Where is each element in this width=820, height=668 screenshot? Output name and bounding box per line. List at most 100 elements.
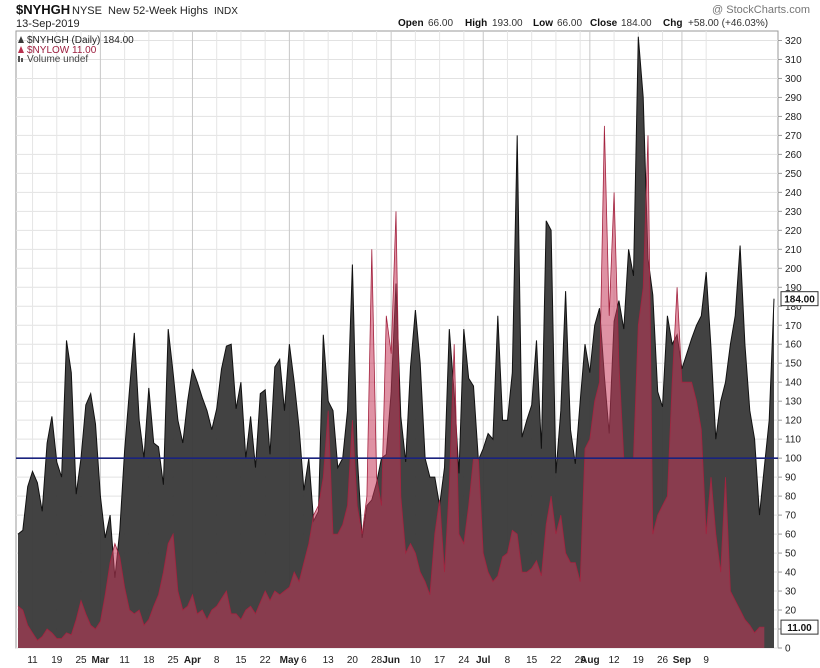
y-tick-label: 40: [785, 568, 797, 579]
last-value-tag-text: 11.00: [787, 623, 812, 634]
x-tick-label: 24: [458, 655, 470, 666]
x-tick-label: 8: [505, 655, 511, 666]
y-tick-label: 180: [785, 302, 802, 313]
series-area-nylow: [18, 125, 765, 648]
y-tick-label: 250: [785, 169, 802, 180]
y-tick-label: 20: [785, 606, 797, 617]
y-tick-label: 50: [785, 549, 797, 560]
x-tick-label: 18: [143, 655, 155, 666]
x-tick-label: Mar: [91, 655, 109, 666]
legend-label-nylow: $NYLOW 11.00: [27, 45, 97, 56]
high-label: High: [465, 18, 487, 29]
open-label: Open: [398, 18, 424, 29]
low-value: 66.00: [557, 18, 582, 29]
y-tick-label: 0: [785, 644, 791, 655]
x-tick-label: 9: [703, 655, 709, 666]
last-value-tag-nylow: 11.00: [780, 619, 819, 635]
y-tick-label: 170: [785, 321, 802, 332]
high-value: 193.00: [492, 18, 523, 29]
last-value-tags: 184.00 11.00: [780, 291, 819, 635]
chart-symbol: $NYHGH: [16, 2, 70, 17]
x-tick-label: 8: [214, 655, 220, 666]
y-tick-label: 300: [785, 74, 802, 85]
y-tick-label: 140: [785, 378, 802, 389]
y-tick-label: 100: [785, 454, 802, 465]
x-tick-label: Jul: [476, 655, 491, 666]
y-tick-label: 90: [785, 473, 797, 484]
chg-label: Chg: [663, 18, 682, 29]
y-tick-label: 270: [785, 131, 802, 142]
x-tick-label: 19: [633, 655, 645, 666]
chart-watermark: @ StockCharts.com: [712, 4, 810, 16]
y-tick-label: 230: [785, 207, 802, 218]
legend-swatch-nylow-icon: [18, 46, 24, 53]
y-tick-label: 210: [785, 245, 802, 256]
y-tick-label: 190: [785, 283, 802, 294]
x-tick-label: 19: [51, 655, 63, 666]
legend-item-nylow: $NYLOW 11.00: [18, 45, 97, 56]
x-tick-label: 11: [27, 655, 38, 666]
y-tick-label: 290: [785, 93, 802, 104]
x-tick-label: Apr: [184, 655, 201, 666]
y-axis: 0102030405060708090100110120130140150160…: [778, 36, 802, 655]
y-tick-label: 220: [785, 226, 802, 237]
close-value: 184.00: [621, 18, 652, 29]
chart-date: 13-Sep-2019: [16, 18, 80, 30]
last-value-tag-box: [780, 291, 819, 307]
legend-item-nyhgh: $NYHGH (Daily) 184.00: [18, 35, 134, 46]
open-value: 66.00: [428, 18, 453, 29]
x-tick-label: 13: [323, 655, 335, 666]
y-tick-label: 320: [785, 36, 802, 47]
chg-value: +58.00 (+46.03%): [688, 18, 768, 29]
legend-swatch-volume-bar-icon: [21, 58, 23, 62]
x-tick-label: 15: [235, 655, 247, 666]
x-tick-label: 6: [301, 655, 307, 666]
x-tick-label: 26: [657, 655, 669, 666]
x-tick-label: 11: [119, 655, 130, 666]
x-tick-label: Jun: [382, 655, 400, 666]
x-tick-label: 22: [550, 655, 562, 666]
x-tick-label: 29: [575, 655, 587, 666]
y-tick-label: 80: [785, 492, 797, 503]
x-tick-label: Aug: [580, 655, 599, 666]
x-tick-label: 22: [260, 655, 272, 666]
y-tick-label: 110: [785, 435, 801, 446]
legend-label-nyhgh: $NYHGH (Daily) 184.00: [27, 35, 134, 46]
legend: $NYHGH (Daily) 184.00 $NYLOW 11.00 Volum…: [18, 35, 134, 65]
y-tick-label: 30: [785, 587, 797, 598]
chart-exchange: NYSE: [72, 5, 102, 17]
y-tick-label: 60: [785, 530, 797, 541]
y-tick-label: 200: [785, 264, 802, 275]
y-tick-label: 310: [785, 55, 802, 66]
y-tick-label: 160: [785, 340, 802, 351]
x-tick-label: May: [280, 655, 300, 666]
y-tick-label: 70: [785, 511, 797, 522]
legend-swatch-volume-icon: [18, 56, 20, 62]
x-tick-label: 28: [371, 655, 383, 666]
y-tick-label: 130: [785, 397, 802, 408]
y-tick-label: 150: [785, 359, 802, 370]
legend-swatch-nyhgh-icon: [18, 36, 24, 43]
x-axis: 11 19 25 Mar 11 18 25 Apr 8 15 22 May 6 13 20 28 Jun 10 17…: [27, 655, 709, 666]
last-value-tag-text: 184.00: [784, 295, 815, 306]
last-value-tag-box: [780, 619, 819, 635]
x-tick-label: 20: [347, 655, 359, 666]
x-tick-label: 17: [434, 655, 446, 666]
x-tick-label: 25: [168, 655, 180, 666]
x-tick-label: 10: [410, 655, 422, 666]
x-tick-label: 15: [526, 655, 538, 666]
series-line-nylow: [17, 125, 765, 641]
legend-item-volume: Volume undef: [18, 54, 88, 65]
y-tick-label: 280: [785, 112, 802, 123]
low-label: Low: [533, 18, 553, 29]
x-tick-label: 12: [609, 655, 621, 666]
ohlc-readout: Open 66.00 High 193.00 Low 66.00 Close 1…: [398, 18, 768, 29]
legend-label-volume: Volume undef: [27, 54, 88, 65]
last-value-tag-nyhgh: 184.00: [780, 291, 819, 307]
x-tick-label: 25: [75, 655, 87, 666]
y-tick-label: 260: [785, 150, 802, 161]
y-tick-label: 120: [785, 416, 802, 427]
chart-name: New 52-Week Highs: [108, 5, 209, 17]
close-label: Close: [590, 18, 618, 29]
